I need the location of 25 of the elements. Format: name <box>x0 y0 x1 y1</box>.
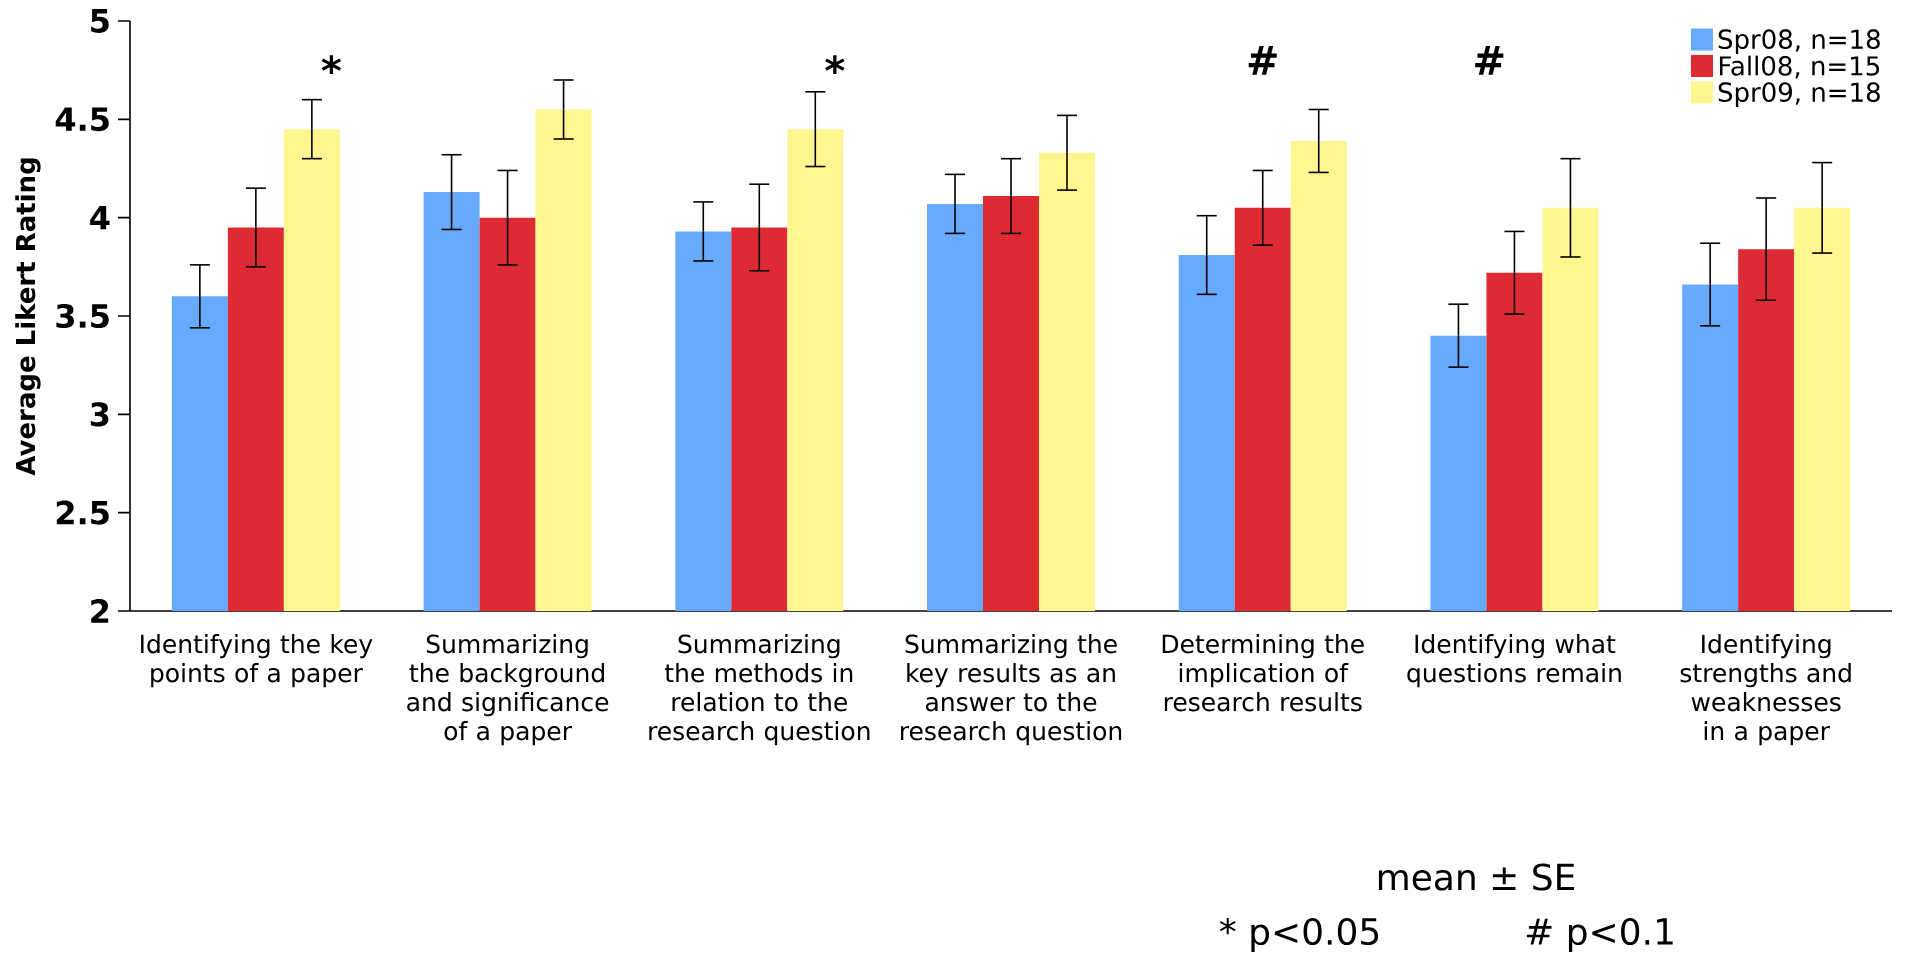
y-tick-label: 3 <box>90 402 109 427</box>
annotation: * <box>825 55 845 74</box>
text: * p<0.05 <box>1219 917 1379 953</box>
y-tick-label: 2 <box>91 599 109 623</box>
x-tick-label: Summarizing the background and significance of a paper <box>407 634 609 746</box>
x-tick-label: Summarizing the methods in relation to the research question <box>649 634 870 746</box>
annotation: # <box>1475 45 1504 75</box>
text: # p<0.1 <box>1526 917 1673 953</box>
legend-label: Spr09, n=18 <box>1718 82 1880 108</box>
legend-label: Spr08, n=18 <box>1718 29 1880 55</box>
legend-label: Fall08, n=15 <box>1719 55 1880 79</box>
x-tick-label: Identifying the key points of a paper <box>141 634 373 688</box>
annotation: # <box>1248 45 1277 75</box>
x-tick-label: Determining the implication of research results <box>1162 634 1364 712</box>
x-tick-label: Identifying strengths and weaknesses in a paper <box>1680 634 1851 746</box>
annotation: * <box>321 55 342 74</box>
y-tick-label: 4 <box>90 205 110 230</box>
y-tick-label: 4.5 <box>55 107 109 132</box>
y-tick-label: 2.5 <box>56 500 109 525</box>
x-tick-label: Summarizing the key results as an answer to the research question <box>901 634 1122 746</box>
y-tick-label: 3.5 <box>56 303 109 329</box>
y-tick-label: 5 <box>91 9 109 33</box>
x-tick-label: Identifying what questions remain <box>1407 634 1621 688</box>
y-axis-title: Average Likert Rating <box>15 158 41 476</box>
text: mean ± SE <box>1378 863 1575 891</box>
